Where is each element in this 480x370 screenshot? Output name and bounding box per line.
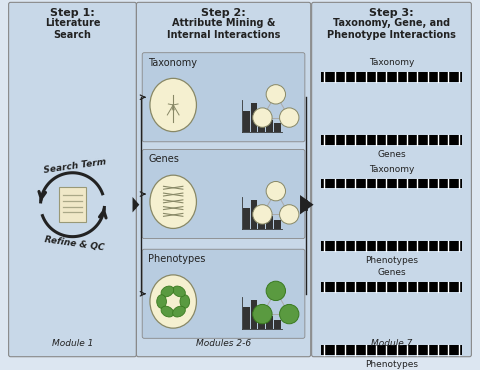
Text: Module 1: Module 1	[52, 339, 93, 348]
Ellipse shape	[173, 306, 185, 317]
Text: Step 1:: Step 1:	[50, 8, 95, 18]
Ellipse shape	[180, 295, 190, 308]
Bar	[266, 120, 273, 132]
Bar	[251, 200, 257, 229]
Text: Taxonomy, Gene, and
Phenotype Interactions: Taxonomy, Gene, and Phenotype Interactio…	[327, 18, 456, 40]
Bar	[251, 300, 257, 329]
Text: Genes: Genes	[148, 154, 179, 164]
Text: Taxonomy: Taxonomy	[369, 165, 414, 174]
Text: Step 3:: Step 3:	[369, 8, 414, 18]
Text: Genes: Genes	[377, 268, 406, 278]
Bar	[266, 316, 273, 329]
Text: Module 7: Module 7	[371, 339, 412, 348]
Circle shape	[266, 85, 286, 104]
Ellipse shape	[161, 286, 174, 297]
Text: Attribute Mining &
Internal Interactions: Attribute Mining & Internal Interactions	[167, 18, 280, 40]
Circle shape	[279, 305, 299, 324]
FancyBboxPatch shape	[136, 2, 311, 357]
Polygon shape	[132, 197, 139, 212]
Ellipse shape	[150, 275, 196, 328]
Circle shape	[266, 281, 286, 300]
Circle shape	[253, 305, 272, 324]
Bar	[274, 220, 281, 229]
Text: Phenotypes: Phenotypes	[365, 360, 418, 369]
FancyBboxPatch shape	[142, 53, 305, 142]
Bar	[258, 115, 265, 132]
Text: Taxonomy: Taxonomy	[148, 58, 197, 68]
Ellipse shape	[157, 295, 167, 308]
Text: Taxonomy: Taxonomy	[369, 58, 414, 67]
Bar	[274, 123, 281, 132]
Circle shape	[266, 181, 286, 201]
Text: Genes: Genes	[377, 149, 406, 158]
Text: Step 2:: Step 2:	[201, 8, 246, 18]
Bar	[321, 282, 462, 292]
Bar	[59, 187, 86, 222]
Bar	[266, 216, 273, 229]
Polygon shape	[300, 195, 313, 214]
Bar	[321, 135, 462, 145]
Bar	[274, 320, 281, 329]
Bar	[258, 212, 265, 229]
Bar	[243, 307, 250, 329]
Text: Phenotypes: Phenotypes	[365, 256, 418, 265]
Bar	[243, 111, 250, 132]
Ellipse shape	[173, 286, 185, 297]
FancyBboxPatch shape	[142, 249, 305, 338]
Bar	[321, 345, 462, 355]
Circle shape	[279, 108, 299, 127]
Text: Search Term: Search Term	[43, 157, 107, 175]
Bar	[243, 208, 250, 229]
FancyBboxPatch shape	[142, 149, 305, 239]
Circle shape	[253, 205, 272, 224]
Circle shape	[253, 108, 272, 127]
Bar	[321, 242, 462, 251]
FancyBboxPatch shape	[312, 2, 471, 357]
Bar	[321, 72, 462, 82]
Ellipse shape	[161, 306, 174, 317]
Ellipse shape	[150, 175, 196, 228]
Ellipse shape	[150, 78, 196, 132]
FancyBboxPatch shape	[9, 2, 136, 357]
Text: Literature
Search: Literature Search	[45, 18, 100, 40]
Circle shape	[279, 205, 299, 224]
Text: Refine & QC: Refine & QC	[44, 235, 105, 252]
Bar	[258, 311, 265, 329]
Text: Phenotypes: Phenotypes	[148, 254, 205, 264]
Text: Modules 2-6: Modules 2-6	[196, 339, 251, 348]
Bar	[321, 179, 462, 188]
Bar	[251, 103, 257, 132]
